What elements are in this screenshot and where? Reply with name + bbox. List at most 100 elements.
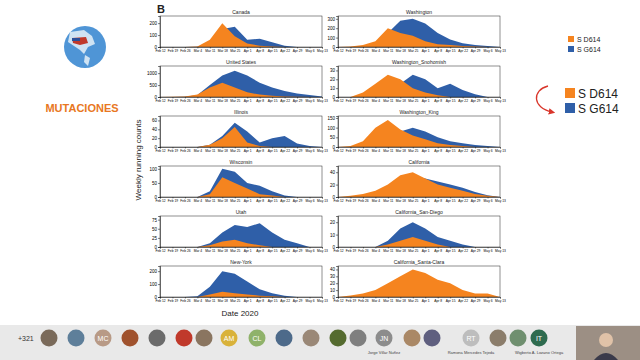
tick-label: Mar 4 [194,299,203,303]
video-tile[interactable] [576,326,640,360]
participant-avatar[interactable] [463,330,480,347]
x-tick: Apr 15 [268,47,278,53]
chart-title: Illinois [234,109,248,115]
x-tick: Feb 12 [333,197,343,203]
x-tick: Mar 4 [372,147,381,153]
tick-label: Mar 11 [383,199,393,203]
x-tick: Mar 4 [372,247,381,253]
x-tick: Apr 29 [293,97,303,103]
y-tick: 500 [149,83,160,88]
participant-photo[interactable] [424,330,441,347]
x-tick: Mar 11 [205,247,215,253]
tick-mark [158,284,160,285]
x-tick: Feb 19 [346,247,356,253]
tick-label: 50 [152,227,158,232]
tick-mark [336,128,338,129]
participant-photo[interactable] [122,330,139,347]
tick-label: Mar 4 [372,299,381,303]
x-tick: Apr 22 [280,147,290,153]
tick-label: Apr 1 [422,249,430,253]
slide-title: MUTACIONES [45,102,118,114]
legend-label: S G614 [578,102,619,116]
participant-avatar[interactable] [376,330,393,347]
participant-avatar[interactable] [249,330,266,347]
tick-label: Feb 19 [346,99,356,103]
tick-label: Mar 4 [372,49,381,53]
x-tick: Feb 12 [155,247,165,253]
x-tick: Apr 15 [446,97,456,103]
tick-label: Feb 19 [168,249,178,253]
tick-mark [158,220,160,221]
arrow [536,86,552,112]
tick-mark [336,137,338,138]
participant-photo[interactable] [330,330,347,347]
more-participants[interactable]: +321 [18,335,34,342]
x-tick: Feb 19 [346,147,356,153]
y-tick: 50 [152,181,160,186]
tick-mark [158,23,160,24]
x-axis: Feb 12Feb 19Feb 26Mar 4Mar 11Mar 18Mar 2… [333,47,506,53]
tick-label: May 6 [306,49,315,53]
plot-area [160,271,322,297]
tick-label: Apr 22 [458,149,468,153]
x-tick: May 6 [306,297,315,303]
participant-photo[interactable] [196,330,213,347]
participant-photo[interactable] [510,330,527,347]
x-tick: Mar 25 [230,197,240,203]
x-tick: May 13 [495,197,506,203]
tick-label: May 6 [306,99,315,103]
participant-photo[interactable] [276,330,293,347]
tick-label: Apr 8 [256,249,264,253]
legend: S D614S G614 [565,87,619,116]
plot-area [160,123,322,147]
chart: Washington_King050100150Feb 12Feb 19Feb … [327,109,506,153]
tick-label: Feb 26 [180,299,190,303]
x-tick: Apr 1 [244,197,252,203]
axis-line [336,217,339,248]
participant-photo[interactable] [149,330,166,347]
globe-icon [64,26,106,68]
participant-photo[interactable] [350,330,367,347]
tick-label: Feb 12 [155,249,165,253]
y-tick: 50 [152,227,160,232]
x-tick: Mar 11 [383,97,393,103]
participant-photo[interactable] [68,330,85,347]
tick-label: Feb 26 [358,199,368,203]
participant-photo[interactable] [404,330,421,347]
x-tick: Mar 4 [194,47,203,53]
tick-label: Apr 29 [471,249,481,253]
axis-line [336,167,339,198]
tick-label: Mar 11 [205,249,215,253]
tick-mark [336,185,338,186]
tick-label: Apr 29 [471,99,481,103]
participant-avatar[interactable] [95,330,112,347]
participant-avatar[interactable] [531,330,548,347]
x-axis: Feb 12Feb 19Feb 26Mar 4Mar 11Mar 18Mar 2… [155,47,328,53]
area [160,177,322,197]
y-tick: 1000 [147,71,160,76]
tick-label: Mar 4 [194,149,203,153]
tick-label: May 13 [317,149,328,153]
x-tick: May 6 [484,147,493,153]
tick-label: Mar 4 [194,199,203,203]
plot-area [338,120,500,147]
tick-label: Feb 26 [180,249,190,253]
participant-avatar[interactable] [221,330,238,347]
tick-label: May 13 [495,99,506,103]
chart-title: Washington [406,9,432,15]
participant-photo[interactable] [41,330,58,347]
participant-photo[interactable] [176,330,193,347]
participant-photo[interactable] [490,330,507,347]
legend: S D614S G614 [568,36,601,53]
x-tick: Mar 4 [194,97,203,103]
x-tick: Apr 29 [293,297,303,303]
area [160,127,322,147]
chart-title: New-York [230,259,252,265]
y-tick: 20 [330,281,338,286]
tick-label: Feb 19 [168,149,178,153]
tick-label: Feb 26 [358,249,368,253]
legend-swatch [568,36,574,42]
tick-label: Apr 29 [293,199,303,203]
participant-photo[interactable] [303,330,320,347]
area [160,123,322,147]
